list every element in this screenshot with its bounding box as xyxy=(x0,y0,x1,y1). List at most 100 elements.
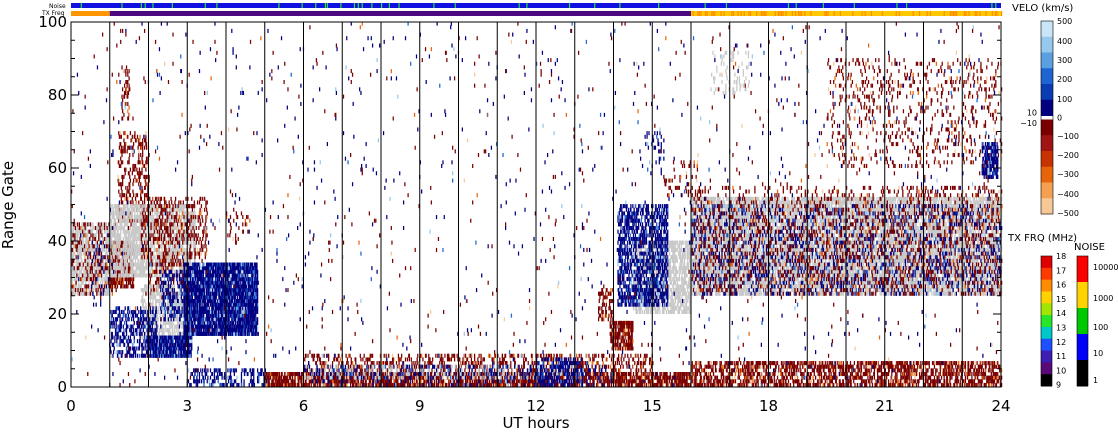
scatter-cell xyxy=(145,131,147,136)
scatter-cell xyxy=(153,262,155,267)
scatter-cell xyxy=(105,277,107,282)
scatter-cell xyxy=(110,339,112,344)
scatter-cell xyxy=(118,236,121,241)
scatter-cell xyxy=(123,244,125,249)
scatter-cell xyxy=(156,339,159,344)
scatter-cell xyxy=(109,258,111,263)
scatter-cell xyxy=(167,266,169,271)
scatter-cell xyxy=(127,116,129,121)
scatter-cell xyxy=(92,266,95,271)
scatter-cell xyxy=(103,222,106,227)
scatter-cell xyxy=(173,262,175,267)
scatter-cell xyxy=(168,288,170,293)
scatter-cell xyxy=(148,306,150,311)
scatter-cell xyxy=(185,266,188,271)
scatter-cell xyxy=(134,222,136,227)
scatter-cell xyxy=(118,277,120,282)
scatter-cell xyxy=(123,331,125,336)
scatter-cell xyxy=(102,266,104,271)
scatter-cell xyxy=(149,320,152,325)
scatter-cell xyxy=(78,269,80,274)
scatter-cell xyxy=(157,324,159,329)
scatter-cell xyxy=(111,291,113,296)
scatter-cell xyxy=(85,229,87,234)
scatter-cell xyxy=(118,218,120,223)
scatter-cell xyxy=(151,244,153,249)
scatter-cell xyxy=(163,339,165,344)
scatter-cell xyxy=(174,222,176,227)
scatter-cell xyxy=(143,251,145,256)
scatter-cell xyxy=(170,339,172,344)
scatter-cell xyxy=(159,299,161,304)
scatter-cell xyxy=(118,309,121,314)
scatter-cell xyxy=(126,339,128,344)
scatter-cell xyxy=(133,346,135,351)
scatter-cell xyxy=(120,229,122,234)
scatter-cell xyxy=(139,266,141,271)
scatter-cell xyxy=(81,280,84,285)
scatter-cell xyxy=(176,229,178,234)
scatter-cell xyxy=(120,211,122,216)
scatter-cell xyxy=(150,255,152,260)
scatter-cell xyxy=(143,269,145,274)
scatter-cell xyxy=(181,236,183,241)
scatter-cell xyxy=(146,236,148,241)
scatter-cell xyxy=(107,277,110,282)
freq-speckle-mark xyxy=(861,11,863,16)
scatter-cell xyxy=(143,255,146,260)
scatter-cell xyxy=(184,255,186,260)
scatter-cell xyxy=(122,277,124,282)
scatter-cell xyxy=(180,222,183,227)
freq-speckle-mark xyxy=(700,11,702,16)
scatter-cell xyxy=(94,255,97,260)
scatter-cell xyxy=(110,353,112,358)
scatter-cell xyxy=(141,189,143,194)
scatter-cell xyxy=(87,269,90,274)
scatter-cell xyxy=(125,273,128,278)
scatter-cell xyxy=(138,178,141,183)
scatter-cell xyxy=(116,251,118,256)
scatter-cell xyxy=(122,160,124,165)
scatter-cell xyxy=(149,342,151,347)
scatter-cell xyxy=(182,320,184,325)
scatter-cell xyxy=(145,266,147,271)
scatter-cell xyxy=(159,284,161,289)
scatter-cell xyxy=(71,288,73,293)
scatter-cell xyxy=(89,262,91,267)
scatter-cell xyxy=(131,215,133,220)
scatter-cell xyxy=(118,163,121,168)
scatter-cell xyxy=(99,236,101,241)
scatter-cell xyxy=(148,233,150,238)
scatter-cell xyxy=(204,240,206,245)
scatter-cell xyxy=(100,291,102,296)
scatter-cell xyxy=(154,229,156,234)
scatter-cell xyxy=(151,324,153,329)
scatter-cell xyxy=(87,236,89,241)
scatter-cell xyxy=(156,222,159,227)
scatter-cell xyxy=(140,313,142,318)
scatter-cell xyxy=(193,320,195,325)
scatter-cell xyxy=(85,266,88,271)
scatter-cell xyxy=(187,215,189,220)
scatter-cell xyxy=(175,258,177,263)
scatter-cell xyxy=(160,211,162,216)
scatter-cell xyxy=(124,335,126,340)
scatter-cell xyxy=(127,109,129,114)
scatter-cell xyxy=(121,226,123,231)
freq-strip-label: TX Freq xyxy=(41,10,65,17)
scatter-cell xyxy=(81,244,84,249)
scatter-cell xyxy=(87,222,89,227)
scatter-cell xyxy=(100,255,102,260)
scatter-cell xyxy=(164,262,166,267)
scatter-cell xyxy=(87,240,90,245)
scatter-cell xyxy=(114,324,116,329)
scatter-cell xyxy=(171,353,173,358)
scatter-cell xyxy=(140,309,142,314)
scatter-cell xyxy=(165,204,168,209)
scatter-cell xyxy=(114,262,117,267)
scatter-cell xyxy=(146,255,148,260)
scatter-cell xyxy=(103,236,105,241)
scatter-cell xyxy=(131,346,133,351)
scatter-cell xyxy=(74,247,77,252)
